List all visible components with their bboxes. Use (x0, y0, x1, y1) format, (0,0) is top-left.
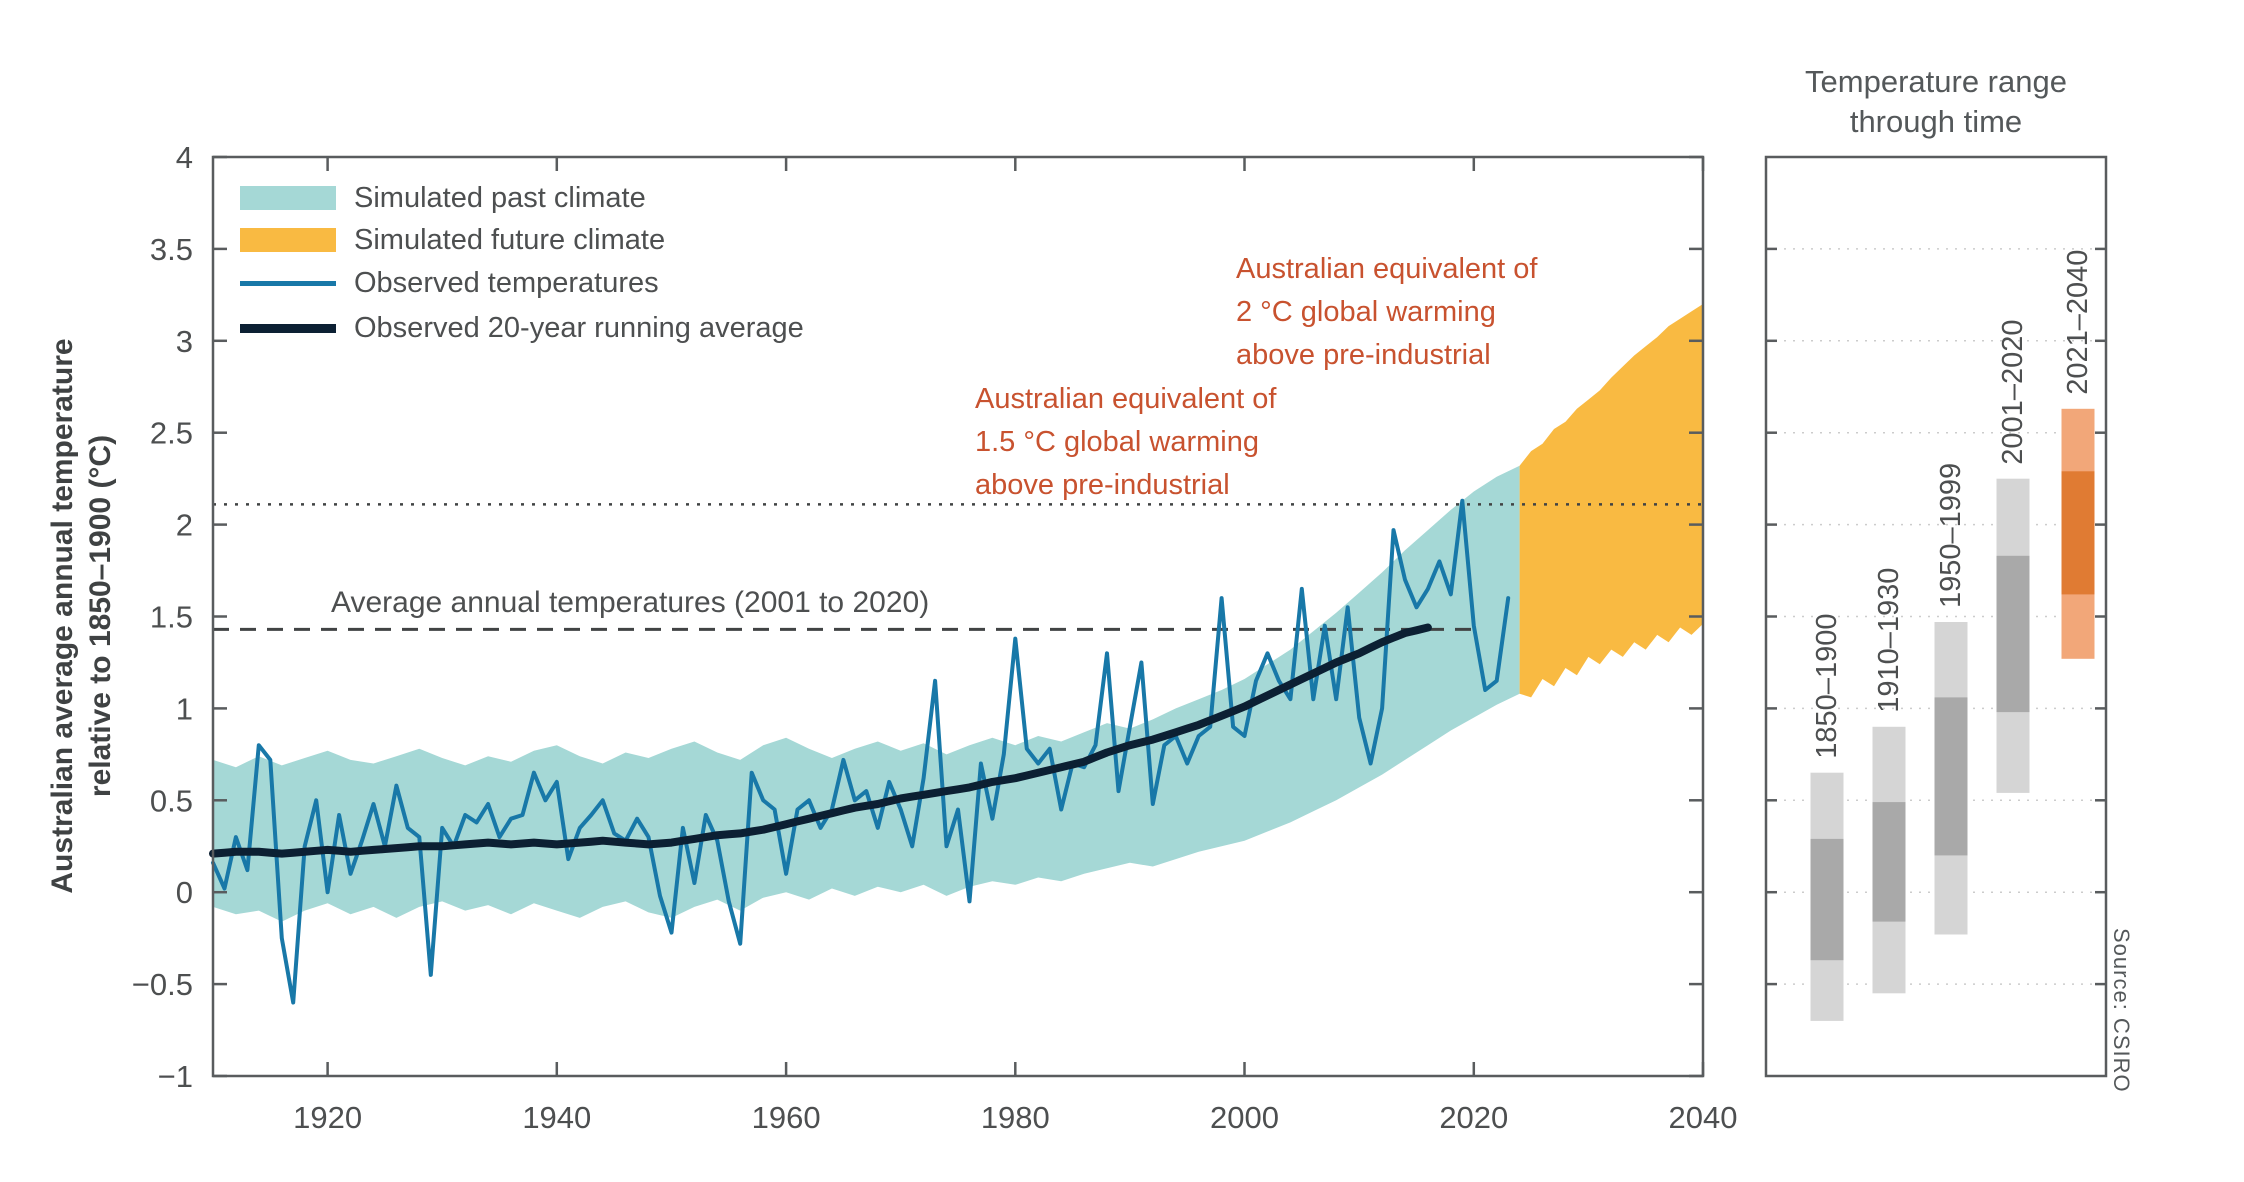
x-tick-label: 1920 (293, 1100, 362, 1135)
y-tick-label: −1 (158, 1059, 193, 1094)
annotation-2c-equivalent: Australian equivalent of 2 °C global war… (1236, 248, 1537, 377)
range-bar-label: 2001–2020 (1997, 320, 2029, 465)
legend-swatch-running-average-line (240, 323, 336, 333)
annotation-average-2001-2020: Average annual temperatures (2001 to 202… (331, 581, 929, 624)
x-tick-label: 1940 (522, 1100, 591, 1135)
legend-swatch-past-climate (240, 186, 336, 210)
y-tick-label: 2 (176, 508, 193, 543)
y-tick-label: −0.5 (132, 967, 193, 1002)
side-panel-border (1764, 155, 2108, 1078)
range-bar-label: 1950–1999 (1935, 463, 1967, 608)
range-bar-inner (2061, 471, 2095, 595)
legend-item-simulated-future: Simulated future climate (240, 223, 665, 257)
source-label: Source: CSIRO (2109, 928, 2134, 1093)
side-panel-title-line1: Temperature range (1805, 64, 2067, 99)
running-average-line (209, 623, 1432, 858)
x-tick-label: 2000 (1210, 1100, 1279, 1135)
x-tick-label: 1980 (981, 1100, 1050, 1135)
simulated-past-band (213, 465, 1520, 922)
simulated-future-band (1519, 304, 1703, 698)
annotation-line: 2 °C global warming (1236, 296, 1496, 328)
annotation-line: Australian equivalent of (975, 383, 1277, 415)
y-tick-label: 1.5 (150, 600, 193, 635)
side-panel-title: Temperature range through time (1766, 62, 2106, 142)
legend-item-observed: Observed temperatures (240, 266, 659, 300)
range-bar-inner (1996, 555, 2030, 713)
y-tick-label: 0.5 (150, 783, 193, 818)
side-panel-title-line2: through time (1849, 104, 2023, 139)
annotation-line: Australian equivalent of (1236, 253, 1538, 285)
y-tick-label: 3 (176, 324, 193, 359)
y-tick-label: 3.5 (150, 232, 193, 267)
y-axis-title-line2: relative to 1850–1900 (°C) (84, 434, 117, 798)
annotation-1-5c-equivalent: Australian equivalent of 1.5 °C global w… (975, 378, 1276, 507)
legend-swatch-observed-line (240, 280, 336, 286)
annotation-line: Average annual temperatures (2001 to 202… (331, 586, 930, 619)
range-bar-label: 1850–1900 (1811, 614, 1843, 759)
range-bar-label: 1910–1930 (1873, 568, 1905, 713)
range-bar-label: 2021–2040 (2062, 250, 2094, 395)
legend-label: Simulated past climate (354, 181, 646, 214)
legend-label: Observed 20-year running average (354, 311, 804, 344)
annotation-line: 1.5 °C global warming (975, 426, 1260, 458)
legend-label: Observed temperatures (354, 266, 659, 299)
y-tick-label: 2.5 (150, 416, 193, 451)
x-tick-label: 2020 (1439, 1100, 1508, 1135)
annotation-line: above pre-industrial (1236, 339, 1491, 371)
y-axis-title-line1: Australian average annual temperature (46, 338, 79, 894)
legend-item-simulated-past: Simulated past climate (240, 181, 646, 215)
range-bar-inner (1934, 697, 1968, 856)
y-tick-label: 0 (176, 875, 193, 910)
range-bar-inner (1810, 838, 1844, 961)
y-tick-label: 1 (176, 691, 193, 726)
range-bar-inner (1872, 802, 1906, 922)
y-tick-label: 4 (176, 140, 193, 175)
x-tick-label: 1960 (752, 1100, 821, 1135)
x-tick-label: 2040 (1669, 1100, 1738, 1135)
legend-label: Simulated future climate (354, 223, 666, 256)
y-axis-title: Australian average annual temperature re… (44, 146, 120, 1086)
annotation-line: above pre-industrial (975, 469, 1230, 501)
legend-item-running-average: Observed 20-year running average (240, 311, 804, 345)
legend-swatch-future-climate (240, 228, 336, 252)
